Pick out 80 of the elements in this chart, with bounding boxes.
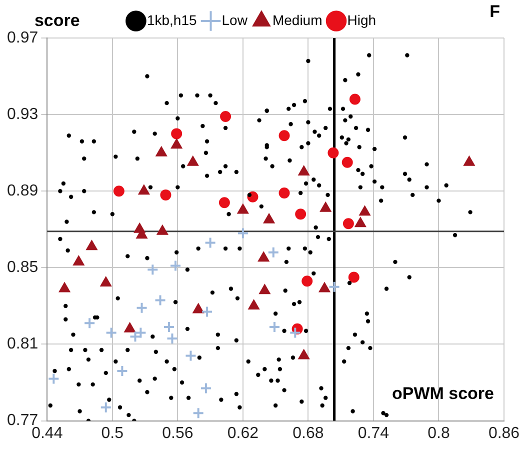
point xyxy=(289,326,302,339)
point xyxy=(328,147,339,158)
point xyxy=(84,317,96,330)
x-tick-label: 0.44 xyxy=(32,424,63,442)
point xyxy=(187,156,199,166)
point xyxy=(200,382,212,394)
point xyxy=(204,236,216,249)
point xyxy=(146,264,159,276)
point xyxy=(298,349,310,360)
x-tick-label: 0.86 xyxy=(488,424,520,442)
point xyxy=(278,130,290,142)
point xyxy=(278,188,290,199)
point xyxy=(237,204,249,214)
point xyxy=(342,218,354,230)
point xyxy=(236,227,249,240)
x-tick-label: 0.68 xyxy=(292,424,324,442)
point xyxy=(72,255,84,266)
point xyxy=(100,401,112,414)
legend-label: 1kb,h15 xyxy=(146,12,197,28)
point xyxy=(136,302,148,314)
y-axis-title: score xyxy=(34,11,80,30)
y-tick-label: 0.93 xyxy=(7,106,38,123)
x-tick-label: 0.74 xyxy=(358,424,390,442)
x-tick-label: 0.56 xyxy=(162,424,194,442)
text: F xyxy=(490,2,500,22)
point xyxy=(320,202,332,212)
point xyxy=(162,321,175,334)
y-tick-label: 0.85 xyxy=(7,259,38,276)
y-tick-label: 0.97 xyxy=(7,29,38,46)
point xyxy=(302,276,313,287)
x-axis-title: oPWM score xyxy=(392,384,494,403)
point xyxy=(192,407,204,420)
point xyxy=(154,294,166,306)
point xyxy=(171,128,182,140)
point xyxy=(169,260,182,272)
point xyxy=(298,165,310,176)
point xyxy=(170,138,182,149)
legend-label: Medium xyxy=(272,12,322,28)
point xyxy=(116,365,128,378)
point xyxy=(258,252,270,262)
point xyxy=(220,110,232,122)
point xyxy=(86,240,98,250)
point xyxy=(348,272,360,283)
point xyxy=(201,306,214,318)
point xyxy=(184,350,197,362)
point xyxy=(267,246,280,258)
x-tick-label: 0.5 xyxy=(101,424,124,442)
point xyxy=(258,284,270,294)
point xyxy=(156,224,168,235)
point xyxy=(463,156,475,166)
point xyxy=(218,197,230,208)
point xyxy=(268,321,280,334)
point xyxy=(129,330,142,343)
point xyxy=(354,217,366,228)
legend-label: High xyxy=(347,12,376,28)
point xyxy=(58,282,70,292)
point xyxy=(295,208,306,220)
point xyxy=(113,186,124,197)
point xyxy=(192,303,204,314)
point xyxy=(248,299,260,310)
point xyxy=(160,189,172,200)
point xyxy=(105,326,118,339)
point xyxy=(100,276,112,286)
x-tick-label: 0.62 xyxy=(227,424,259,442)
y-tick-label: 0.89 xyxy=(7,182,38,200)
point xyxy=(166,332,178,344)
point xyxy=(318,282,330,292)
point xyxy=(134,326,147,339)
point xyxy=(48,372,60,385)
point xyxy=(156,146,168,156)
point xyxy=(328,280,340,293)
point xyxy=(124,322,136,332)
point xyxy=(138,184,150,195)
legend-label: Low xyxy=(222,12,248,28)
point xyxy=(359,206,370,216)
point xyxy=(349,94,360,105)
y-tick-label: 0.81 xyxy=(7,336,38,353)
x-tick-label: 0.8 xyxy=(428,424,450,442)
point xyxy=(342,156,353,168)
point xyxy=(263,213,275,224)
